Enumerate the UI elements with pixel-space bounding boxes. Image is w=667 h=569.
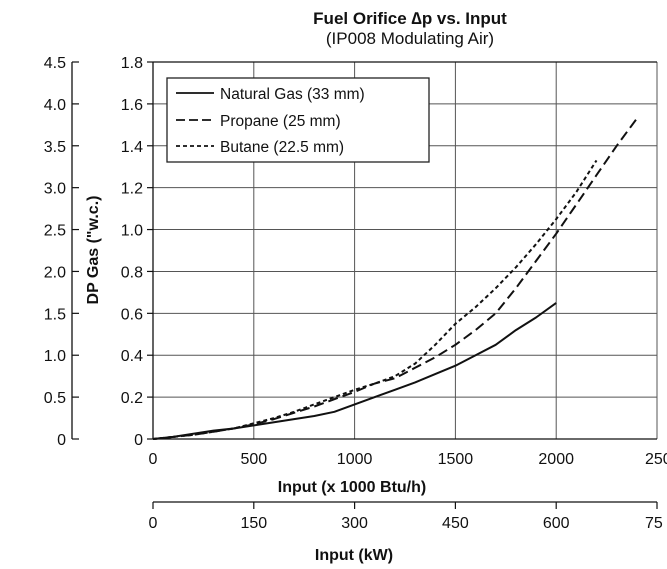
secondary-y-tick-label: 1.0 xyxy=(44,348,66,365)
y-tick-label: 1.6 xyxy=(121,97,143,114)
axes: 00.20.40.60.81.01.21.41.61.80 500 1000 1500… xyxy=(44,55,667,532)
y-tick-label: 1.0 xyxy=(121,223,143,240)
x-tick-label: 250 xyxy=(645,451,667,468)
secondary-x-tick-label: 600 xyxy=(543,515,570,532)
secondary-y-tick-label: 3.5 xyxy=(44,139,66,156)
secondary-x-tick-label: 150 xyxy=(240,515,267,532)
secondary-x-axis-title: Input (kW) xyxy=(315,547,393,564)
y-tick-label: 0.8 xyxy=(121,264,143,281)
y-tick-label: 1.4 xyxy=(121,139,143,156)
secondary-y-tick-label: 2.0 xyxy=(44,264,66,281)
y-tick-label: 0.2 xyxy=(121,390,143,407)
legend-label-natural-gas: Natural Gas (33 mm) xyxy=(220,86,365,103)
legend-label-propane: Propane (25 mm) xyxy=(220,113,341,130)
x-tick-label: 500 xyxy=(240,451,267,468)
secondary-y-tick-label: 1.5 xyxy=(44,306,66,323)
secondary-x-tick-label: 75 xyxy=(645,515,663,532)
y-tick-label: 0.6 xyxy=(121,306,143,323)
x-tick-label: 0 xyxy=(149,451,158,468)
x-axis-title: Input (x 1000 Btu/h) xyxy=(278,479,426,496)
secondary-x-tick-label: 0 xyxy=(149,515,158,532)
x-tick-label: 1500 xyxy=(438,451,474,468)
x-tick-label: 2000 xyxy=(538,451,574,468)
secondary-y-tick-label: 2.5 xyxy=(44,223,66,240)
secondary-y-tick-label: 0 xyxy=(57,432,66,449)
chart-subtitle: (IP008 Modulating Air) xyxy=(326,29,494,48)
secondary-y-tick-label: 4.5 xyxy=(44,55,66,72)
legend: Natural Gas (33 mm) Propane (25 mm) Buta… xyxy=(166,77,430,163)
y-tick-label: 0.4 xyxy=(121,348,143,365)
secondary-y-tick-label: 4.0 xyxy=(44,97,66,114)
secondary-x-tick-label: 450 xyxy=(442,515,469,532)
y-tick-label: 0 xyxy=(134,432,143,449)
y-tick-label: 1.2 xyxy=(121,181,143,198)
secondary-x-tick-label: 300 xyxy=(341,515,368,532)
y-axis-title: DP Gas ("w.c.) xyxy=(85,196,102,305)
secondary-y-tick-label: 0.5 xyxy=(44,390,66,407)
x-tick-label: 1000 xyxy=(337,451,373,468)
series-propane xyxy=(152,118,638,440)
secondary-y-tick-label: 3.0 xyxy=(44,181,66,198)
plot-frame xyxy=(152,61,657,440)
chart-title: Fuel Orifice ∆p vs. Input xyxy=(313,9,507,28)
y-tick-label: 1.8 xyxy=(121,55,143,72)
legend-label-butane: Butane (22.5 mm) xyxy=(220,139,344,156)
data-series xyxy=(152,118,638,440)
